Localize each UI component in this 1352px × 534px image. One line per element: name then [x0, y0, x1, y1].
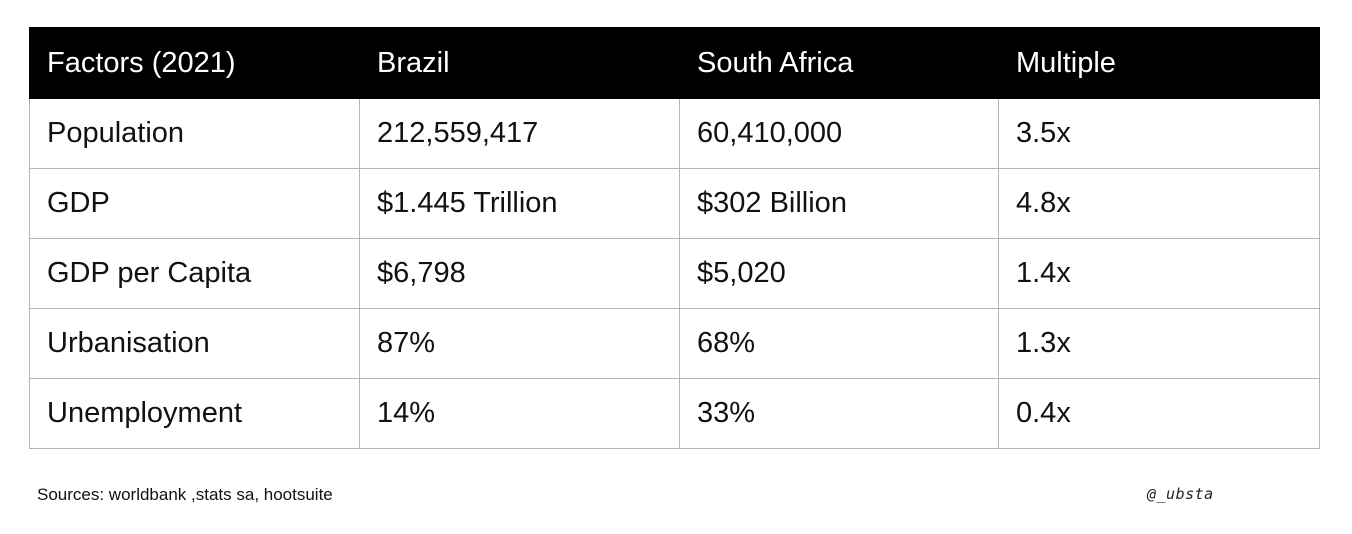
table-row: Urbanisation 87% 68% 1.3x: [29, 308, 1320, 379]
comparison-table: Factors (2021) Brazil South Africa Multi…: [29, 27, 1320, 449]
row-label: Population: [29, 98, 360, 169]
multiple-value: 1.4x: [998, 238, 1320, 309]
header-brazil: Brazil: [359, 27, 680, 99]
table-row: Unemployment 14% 33% 0.4x: [29, 378, 1320, 449]
south-africa-value: 68%: [679, 308, 999, 379]
header-south-africa: South Africa: [679, 27, 999, 99]
south-africa-value: 60,410,000: [679, 98, 999, 169]
brazil-value: 87%: [359, 308, 680, 379]
brazil-value: $6,798: [359, 238, 680, 309]
comparison-table-container: Factors (2021) Brazil South Africa Multi…: [29, 27, 1320, 449]
multiple-value: 3.5x: [998, 98, 1320, 169]
row-label: GDP per Capita: [29, 238, 360, 309]
south-africa-value: $302 Billion: [679, 168, 999, 239]
row-label: Unemployment: [29, 378, 360, 449]
table-row: GDP $1.445 Trillion $302 Billion 4.8x: [29, 168, 1320, 239]
sources-note: Sources: worldbank ,stats sa, hootsuite: [37, 485, 333, 504]
brazil-value: 14%: [359, 378, 680, 449]
south-africa-value: 33%: [679, 378, 999, 449]
brazil-value: $1.445 Trillion: [359, 168, 680, 239]
table-header-row: Factors (2021) Brazil South Africa Multi…: [29, 27, 1320, 99]
header-factors: Factors (2021): [29, 27, 360, 99]
row-label: GDP: [29, 168, 360, 239]
multiple-value: 1.3x: [998, 308, 1320, 379]
table-row: GDP per Capita $6,798 $5,020 1.4x: [29, 238, 1320, 309]
brazil-value: 212,559,417: [359, 98, 680, 169]
author-handle: @_ubsta: [1147, 485, 1214, 503]
multiple-value: 4.8x: [998, 168, 1320, 239]
header-multiple: Multiple: [998, 27, 1320, 99]
table-row: Population 212,559,417 60,410,000 3.5x: [29, 98, 1320, 169]
row-label: Urbanisation: [29, 308, 360, 379]
south-africa-value: $5,020: [679, 238, 999, 309]
multiple-value: 0.4x: [998, 378, 1320, 449]
